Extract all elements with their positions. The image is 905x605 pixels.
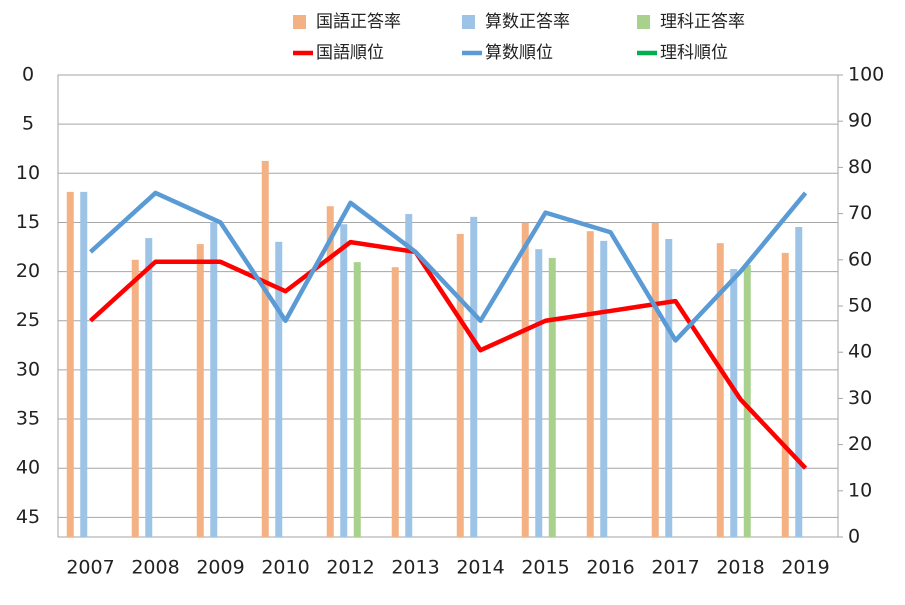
bar [781, 252, 789, 537]
bar [131, 259, 139, 537]
bar [275, 241, 283, 538]
x-tick-label: 2013 [391, 557, 439, 579]
bar [145, 238, 153, 537]
x-tick-label: 2012 [326, 557, 374, 579]
legend-label: 理科順位 [660, 43, 728, 63]
legend-swatch [293, 15, 306, 29]
x-tick-label: 2007 [66, 557, 114, 579]
bar [196, 244, 204, 538]
x-tick-label: 2019 [781, 557, 829, 579]
y2-tick-label: 90 [848, 110, 872, 132]
bar [535, 249, 543, 537]
bar [456, 233, 464, 538]
bar [730, 269, 738, 537]
bar [716, 243, 724, 537]
bar [586, 231, 594, 537]
y-tick-label: 5 [22, 113, 34, 135]
bar [600, 240, 608, 537]
y-tick-label: 0 [22, 64, 34, 86]
bar [548, 257, 556, 537]
x-tick-label: 2015 [521, 557, 569, 579]
y2-tick-label: 0 [848, 526, 860, 548]
x-tick-label: 2016 [586, 557, 634, 579]
y-tick-label: 40 [16, 457, 40, 479]
legend-label: 理科正答率 [660, 12, 745, 32]
x-tick-label: 2014 [456, 557, 504, 579]
y2-tick-label: 70 [848, 202, 872, 224]
bar [80, 191, 88, 538]
bar [665, 239, 673, 537]
legend-label: 国語正答率 [316, 12, 401, 32]
y-tick-label: 30 [16, 358, 40, 380]
bar [261, 160, 269, 537]
x-tick-label: 2018 [716, 557, 764, 579]
x-tick-label: 2017 [651, 557, 699, 579]
bar [66, 191, 74, 538]
bar [353, 262, 361, 537]
x-tick-label: 2008 [131, 557, 179, 579]
bar [340, 224, 348, 537]
y2-tick-label: 60 [848, 248, 872, 270]
bar [795, 226, 803, 538]
y2-tick-label: 10 [848, 479, 872, 501]
y2-tick-label: 50 [848, 295, 872, 317]
bar [326, 206, 334, 537]
bar [743, 264, 751, 537]
bar [470, 216, 478, 538]
line [88, 239, 808, 470]
bar [405, 214, 413, 537]
y2-tick-label: 30 [848, 387, 872, 409]
x-tick-label: 2010 [261, 557, 309, 579]
y-tick-label: 15 [16, 211, 40, 233]
legend-label: 算数正答率 [485, 12, 570, 32]
y-tick-label: 45 [16, 506, 40, 528]
y2-tick-label: 20 [848, 433, 872, 455]
bar [651, 222, 659, 537]
legend-swatch [462, 15, 475, 29]
legend-swatch [637, 15, 650, 29]
bar [391, 267, 399, 537]
y-tick-label: 25 [16, 309, 40, 331]
y-tick-label: 10 [16, 162, 40, 184]
x-tick-label: 2009 [196, 557, 244, 579]
y2-tick-label: 80 [848, 156, 872, 178]
y2-tick-label: 100 [848, 64, 884, 86]
line [88, 190, 808, 343]
bar [521, 222, 529, 537]
legend-label: 算数順位 [485, 43, 553, 63]
y-tick-label: 20 [16, 260, 40, 282]
y2-tick-label: 40 [848, 341, 872, 363]
y-tick-label: 35 [16, 408, 40, 430]
bar [210, 221, 218, 537]
legend-label: 国語順位 [316, 43, 384, 63]
